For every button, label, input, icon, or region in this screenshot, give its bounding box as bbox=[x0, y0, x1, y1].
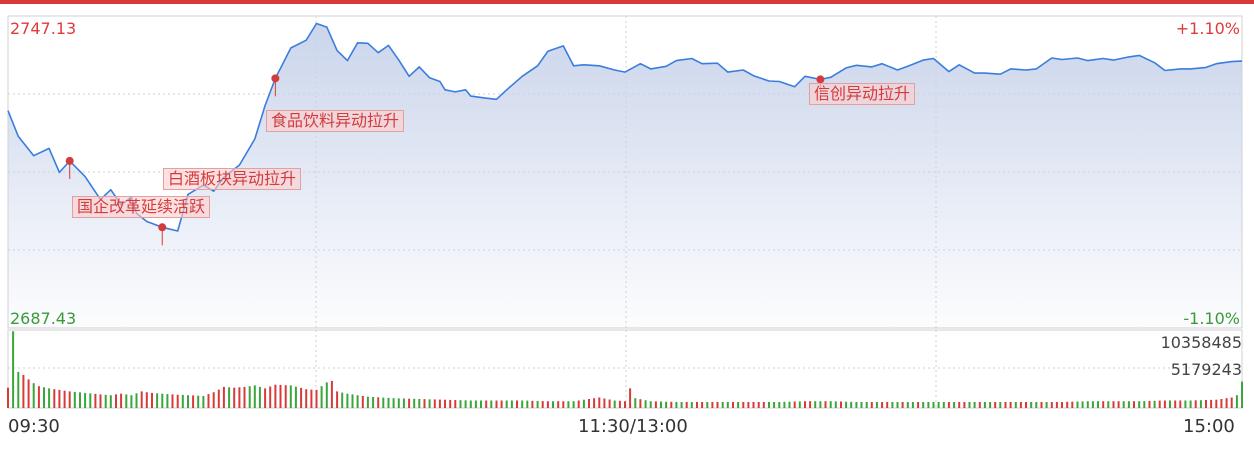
annotation-marker-0 bbox=[65, 156, 74, 165]
price-line bbox=[7, 22, 1243, 232]
price-max-label: 2747.13 bbox=[10, 19, 77, 38]
annotation-marker-2 bbox=[271, 74, 280, 83]
volume-max-label: 10358485 bbox=[1160, 333, 1242, 352]
annotation-xinchuang: 信创异动拉升 bbox=[809, 83, 916, 105]
pct-max-label: +1.10% bbox=[1175, 19, 1240, 38]
x-tick-label-open: 09:30 bbox=[8, 416, 60, 437]
annotation-baijiu: 白酒板块异动拉升 bbox=[163, 168, 302, 190]
annotation-soe-reform: 国企改革延续活跃 bbox=[72, 196, 211, 218]
pct-min-label: -1.10% bbox=[1183, 309, 1240, 328]
volume-mid-label: 5179243 bbox=[1170, 360, 1242, 379]
x-tick-label-midday: 11:30/13:00 bbox=[578, 416, 688, 437]
annotation-food-beverage: 食品饮料异动拉升 bbox=[266, 110, 405, 132]
price-min-label: 2687.43 bbox=[10, 309, 77, 328]
annotation-marker-1 bbox=[158, 223, 167, 232]
x-tick-label-close: 15:00 bbox=[1183, 416, 1235, 437]
top-accent-bar bbox=[0, 0, 1254, 4]
annotation-marker-3 bbox=[816, 75, 825, 84]
price-area bbox=[8, 23, 1242, 328]
